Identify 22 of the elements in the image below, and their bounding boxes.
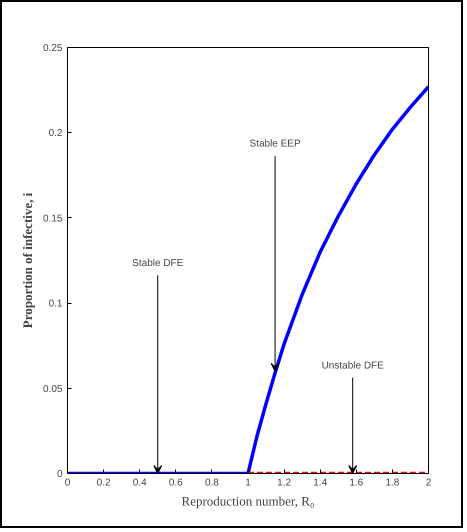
y-tick-label: 0.25 [43, 43, 63, 54]
y-tick-label: 0.2 [48, 128, 63, 140]
annotation: Stable DFE [132, 258, 184, 270]
y-tick-label: 0.1 [48, 298, 63, 310]
x-tick-label: 1.6 [349, 478, 364, 488]
y-tick-label: 0.15 [43, 213, 63, 224]
x-tick-label: 1 [245, 478, 252, 488]
x-tick-label: 1.4 [313, 478, 328, 488]
y-tick-label: 0.05 [43, 384, 63, 395]
x-tick-label: 1.8 [385, 478, 400, 488]
annotation: Stable EEP [250, 138, 301, 150]
x-tick-label: 0.8 [204, 478, 220, 488]
annotation: Unstable DFE [322, 360, 384, 372]
y-tick-label: 0 [56, 469, 63, 480]
x-tick-label: 0.2 [96, 478, 111, 488]
x-tick-label: 0.6 [168, 478, 184, 488]
x-tick-label: 2 [426, 478, 432, 488]
x-axis-title: Reproduction number, R₀ [182, 494, 314, 508]
x-tick-label: 0 [64, 478, 71, 488]
x-tick-label: 0.4 [132, 478, 148, 488]
x-tick-label: 1.2 [277, 478, 292, 488]
y-axis-title: Proportion of infective, i [20, 192, 36, 328]
